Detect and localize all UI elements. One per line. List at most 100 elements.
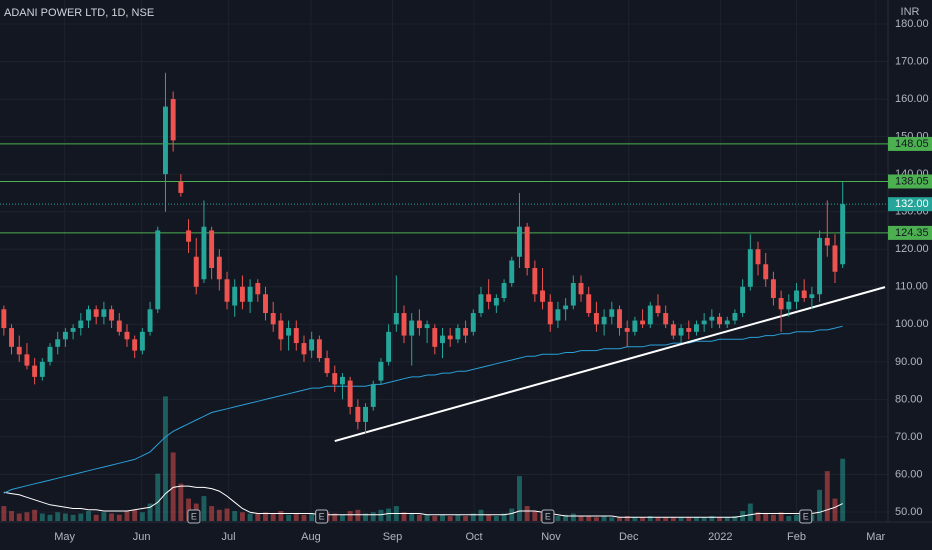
candle-body <box>139 331 145 351</box>
volume-bar <box>293 513 299 521</box>
candle-body <box>447 335 453 340</box>
volume-bar <box>647 516 653 521</box>
volume-bar <box>824 471 830 521</box>
volume-bar <box>578 516 584 521</box>
candle-body <box>170 99 176 141</box>
volume-bar <box>201 496 207 521</box>
candle-body <box>609 309 615 317</box>
earnings-label: E <box>803 511 809 521</box>
candle-body <box>786 301 792 310</box>
candle-body <box>747 249 753 287</box>
candle-body <box>409 320 415 336</box>
x-tick-label: Jul <box>222 531 236 543</box>
earnings-marker <box>187 509 201 524</box>
volume-bar <box>101 512 107 521</box>
volume-bar <box>563 514 569 521</box>
candle-body <box>324 358 330 374</box>
volume-bar <box>747 503 753 521</box>
candle-body <box>247 286 253 302</box>
volume-bar <box>270 513 276 521</box>
candle-body <box>178 181 184 193</box>
candle-body <box>132 339 138 351</box>
candle-body <box>709 316 715 321</box>
y-tick-label: 90.00 <box>895 356 923 368</box>
level-label: 148.05 <box>895 138 929 150</box>
candle-body <box>478 294 484 314</box>
candle-body <box>270 313 276 325</box>
candle-body <box>386 331 392 362</box>
volume-bar <box>701 517 707 521</box>
y-tick-label: 170.00 <box>895 55 929 67</box>
candle-body <box>717 316 723 325</box>
level-tag <box>888 174 932 189</box>
candle-body <box>224 279 230 302</box>
candle-body <box>824 237 830 246</box>
volume-bar <box>555 516 561 521</box>
volume-bar <box>386 508 392 521</box>
volume-bar <box>724 517 730 521</box>
candle-body <box>509 260 515 284</box>
level-tag <box>888 136 932 151</box>
volume-bar <box>509 508 515 521</box>
candle-body <box>601 316 607 325</box>
candle-body <box>763 264 769 280</box>
volume-bar <box>178 483 184 521</box>
volume-bar <box>116 514 122 521</box>
candle-body <box>647 305 653 325</box>
y-tick-label: 100.00 <box>895 318 929 330</box>
candle-body <box>93 309 99 317</box>
volume-bar <box>786 516 792 521</box>
volume-bar <box>16 513 22 521</box>
candle-body <box>263 294 268 314</box>
volume-bar <box>470 513 476 521</box>
candle-body <box>809 294 815 299</box>
x-tick-label: Oct <box>465 531 482 543</box>
candle-body <box>116 320 122 332</box>
candle-body <box>401 313 407 336</box>
earnings-marker <box>541 509 555 524</box>
volume-bar <box>617 517 622 521</box>
trendline <box>334 286 886 443</box>
last-price-tag <box>888 197 932 212</box>
volume-bar <box>401 512 407 521</box>
volume-bar <box>463 516 469 521</box>
candle-body <box>309 339 315 351</box>
chart-title: ADANI POWER LTD, 1D, NSE <box>4 7 154 19</box>
volume-bar <box>286 514 292 521</box>
volume-bar <box>732 516 738 521</box>
candle-body <box>62 331 68 340</box>
earnings-label: E <box>545 511 551 521</box>
candle-body <box>293 328 299 344</box>
level-label: 124.35 <box>895 227 929 239</box>
candle-body <box>147 309 153 332</box>
earnings-marker <box>315 509 329 524</box>
candle-body <box>840 204 846 265</box>
candle-body <box>124 331 130 340</box>
y-tick-label: 180.00 <box>895 18 929 30</box>
volume-bar <box>817 489 823 521</box>
volume-bar <box>1 506 7 521</box>
candle-body <box>578 283 584 295</box>
volume-bar <box>609 517 615 521</box>
level-label: 138.05 <box>895 175 929 187</box>
volume-bar <box>24 512 30 521</box>
candle-body <box>39 361 45 377</box>
candle-body <box>724 320 730 325</box>
volume-bar <box>278 511 284 521</box>
candle-body <box>32 365 38 377</box>
volume-bar <box>486 514 492 521</box>
volume-bar <box>670 517 676 521</box>
volume-bar <box>501 513 507 521</box>
y-tick-label: 70.00 <box>895 431 923 443</box>
candle-body <box>16 346 22 355</box>
y-tick-label: 50.00 <box>895 506 923 518</box>
volume-bar <box>370 512 376 521</box>
candle-body <box>78 320 84 329</box>
volume-bar <box>840 458 846 521</box>
y-tick-label: 60.00 <box>895 468 923 480</box>
volume-bar <box>301 514 307 521</box>
x-tick-label: Feb <box>787 531 806 543</box>
axes: 180.00170.00160.00150.00140.00130.00120.… <box>54 18 932 543</box>
volume-bar <box>624 516 630 521</box>
